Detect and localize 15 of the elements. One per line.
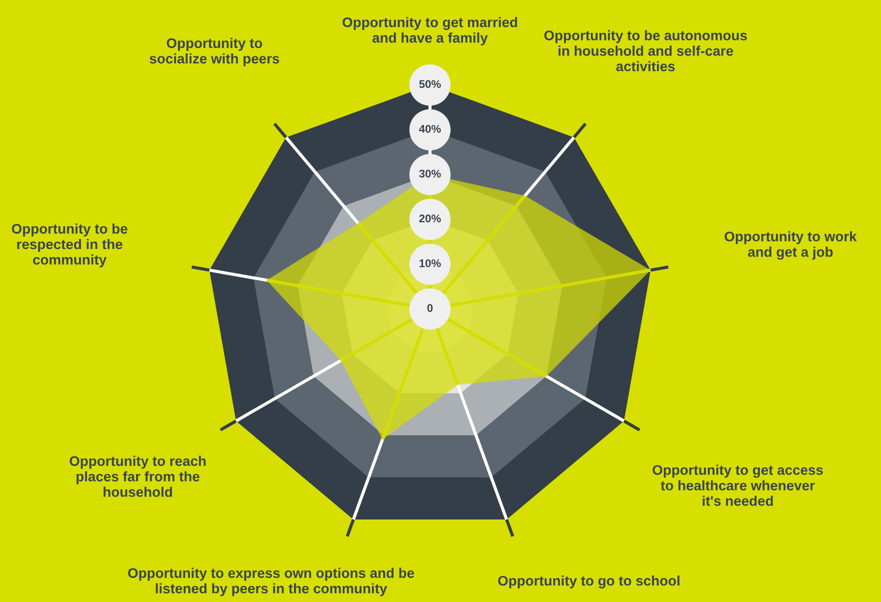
y-tick-label: 30%: [419, 170, 441, 178]
y-tick-label: 20%: [419, 214, 441, 222]
y-tick-label: 50%: [419, 80, 441, 88]
spoke-label: Opportunity to reach places far from the household: [70, 456, 206, 497]
spoke-label: Opportunity to be respected in the community: [12, 224, 128, 268]
spoke-label: Opportunity to work and get a job: [724, 231, 857, 260]
y-tick-label: 10%: [420, 259, 441, 268]
spoke-label: Opportunity to get access to healthcare whenever it's needed: [652, 464, 823, 506]
spoke-label: Opportunity to socialize with peers: [150, 38, 280, 66]
y-tick-label: 0: [427, 304, 433, 312]
y-tick-label: 40%: [419, 124, 441, 133]
spoke-label: Opportunity to be autonomous in household and self-care activities: [544, 30, 747, 72]
spoke-label: Opportunity to get married and have a family: [342, 17, 518, 46]
spoke-label: Opportunity to go to school: [498, 575, 680, 588]
spoke-label: Opportunity to express own options and be listened by peers in the community: [128, 568, 414, 596]
